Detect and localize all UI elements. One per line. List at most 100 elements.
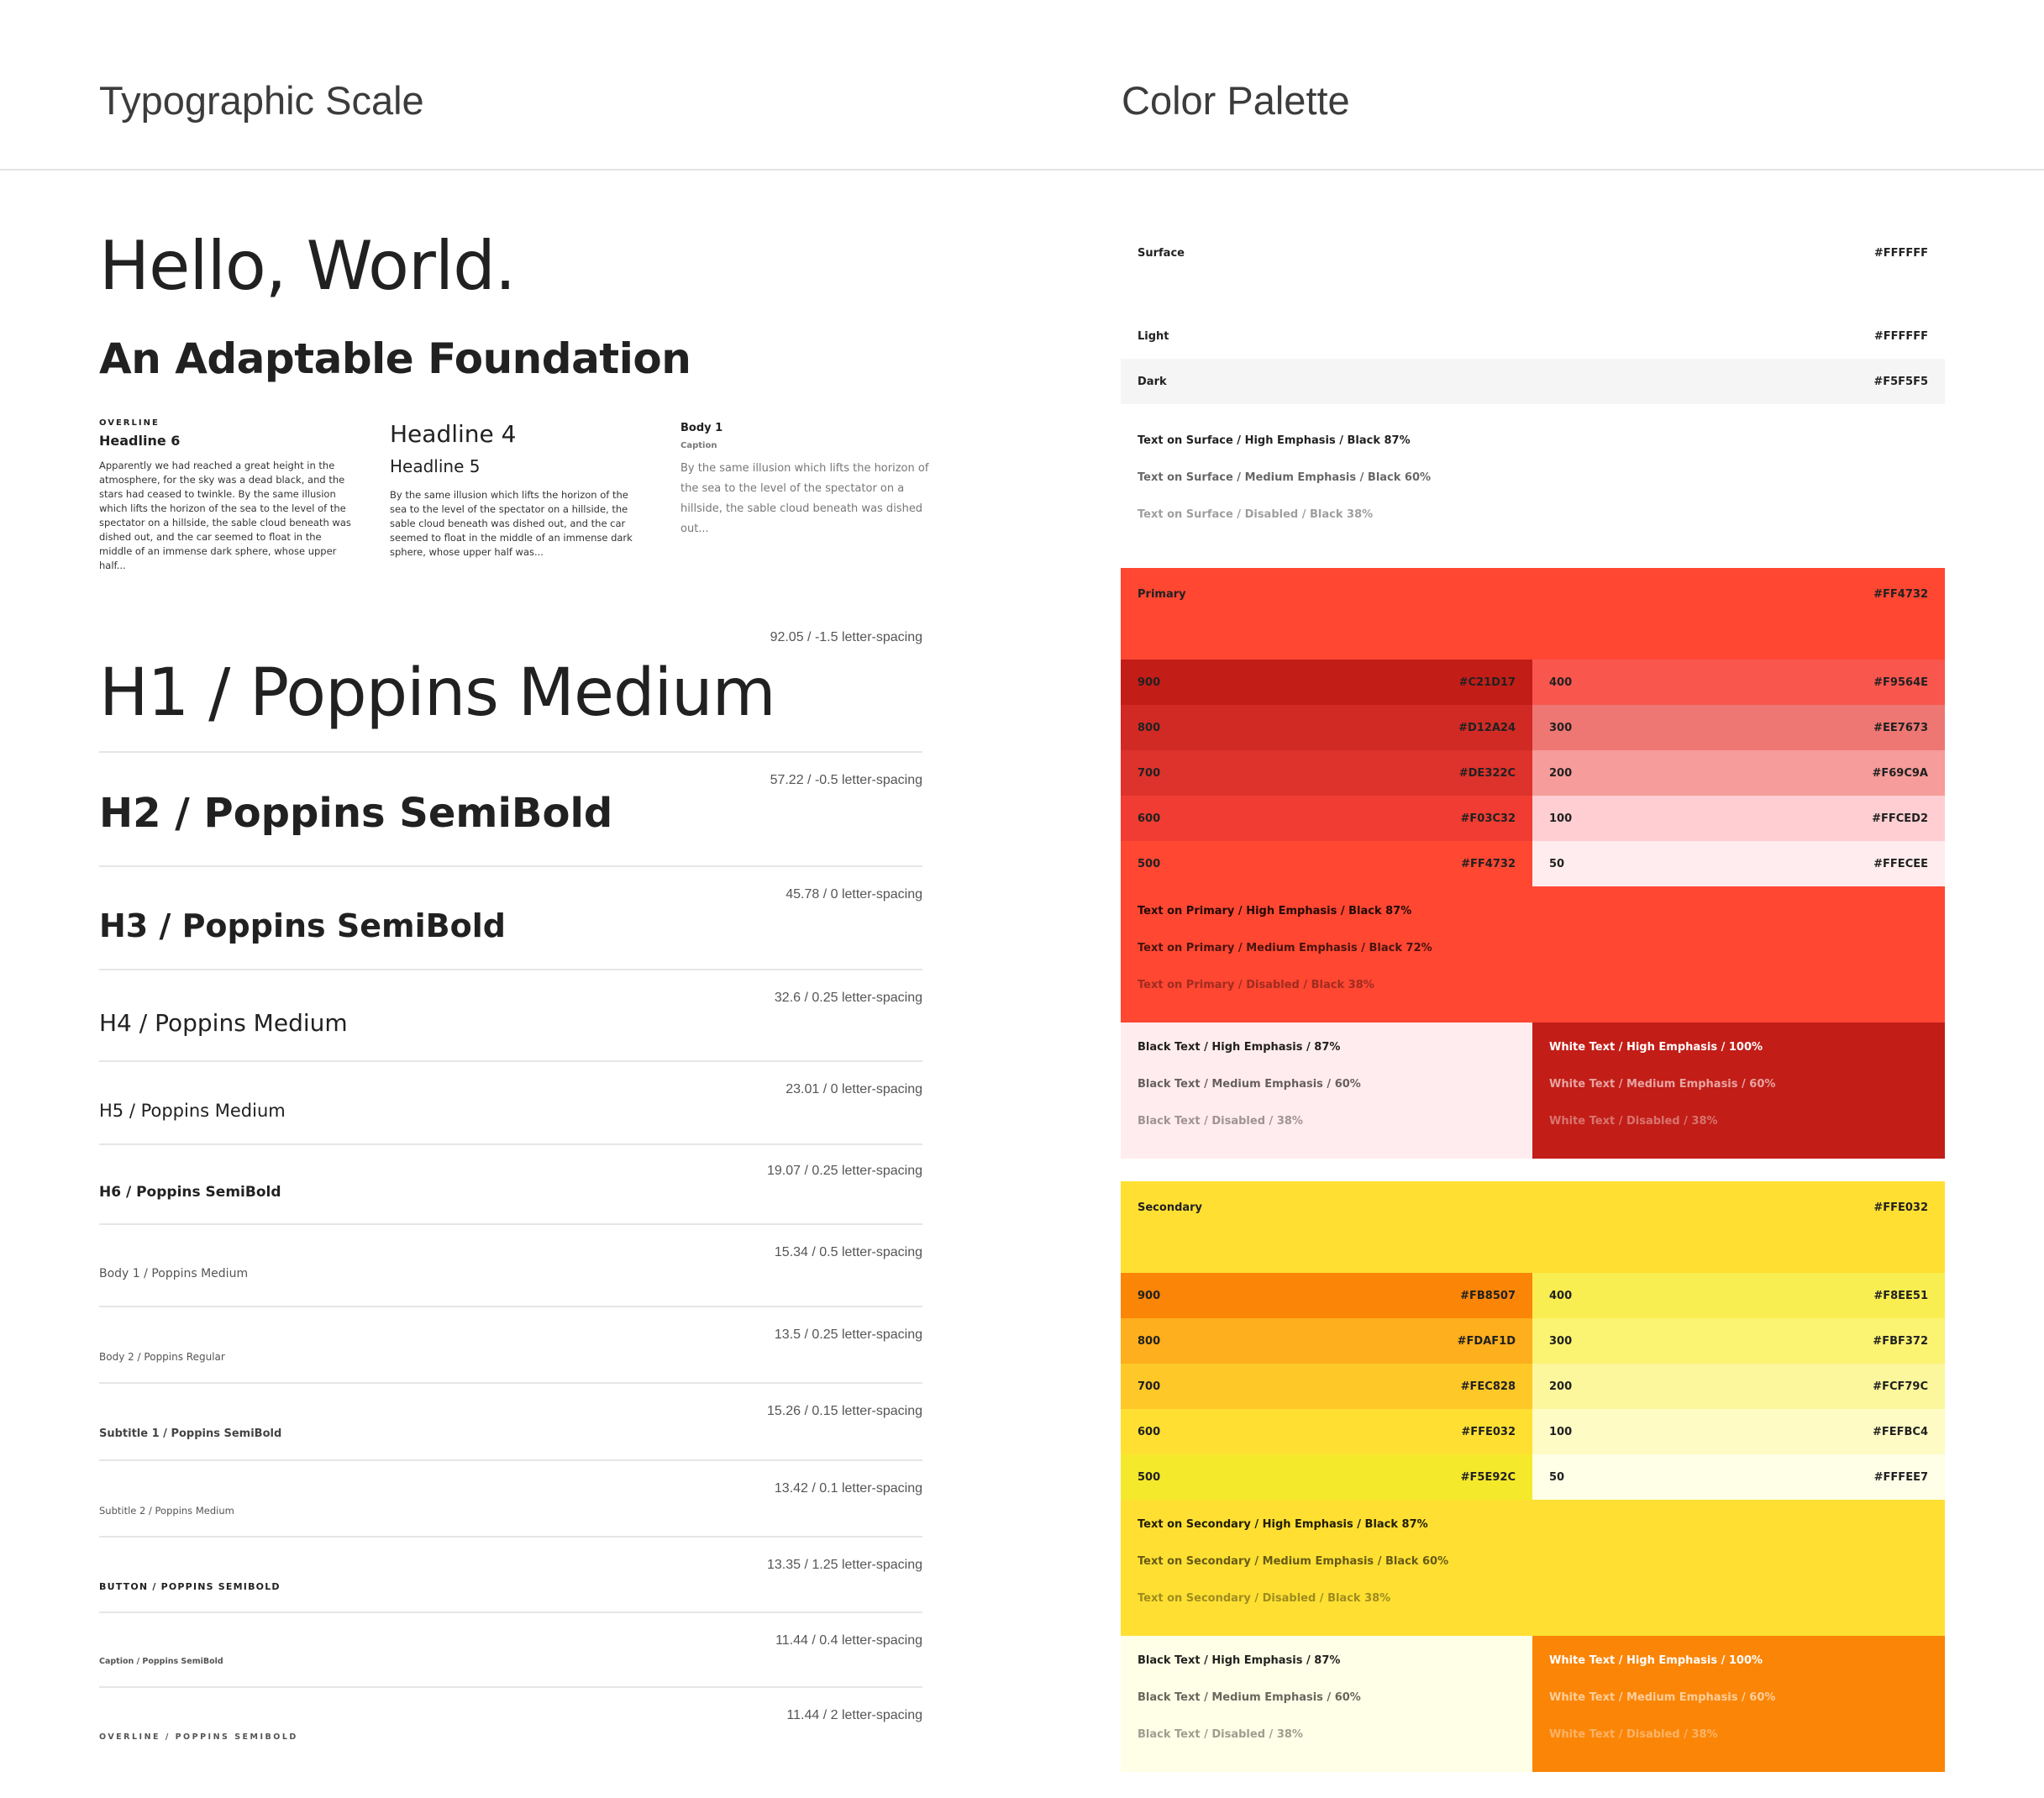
scale-spec: 11.44 / 2 letter-spacing xyxy=(786,1708,922,1722)
typographic-scale-list: 92.05 / -1.5 letter-spacing H1 / Poppins… xyxy=(99,622,922,1764)
typographic-scale-title: Typographic Scale xyxy=(99,78,424,123)
surface-text-disabled: Text on Surface / Disabled / Black 38% xyxy=(1138,508,1374,521)
scale-label: BUTTON / POPPINS SEMIBOLD xyxy=(99,1581,281,1592)
scale-label: Subtitle 1 / Poppins SemiBold xyxy=(99,1427,282,1440)
swatch-light: Light #FFFFFF xyxy=(1121,313,1945,359)
swatch-hex: #EE7673 xyxy=(1873,721,1928,734)
secondary-text-block: Text on Secondary / High Emphasis / Blac… xyxy=(1121,1500,1945,1636)
swatch-hex: #D12A24 xyxy=(1458,721,1516,734)
swatch-secondary-600: 600 #FFE032 xyxy=(1121,1409,1532,1454)
secondary-text-medium: Text on Secondary / Medium Emphasis / Bl… xyxy=(1138,1555,1449,1568)
swatch-primary-200: 200 #F69C9A xyxy=(1532,750,1945,796)
swatch-primary-600: 600 #F03C32 xyxy=(1121,796,1532,841)
swatch-label: 300 xyxy=(1549,1334,1573,1348)
scale-row-body-2: 13.5 / 0.25 letter-spacing Body 2 / Popp… xyxy=(99,1307,922,1384)
swatch-label: 600 xyxy=(1138,812,1161,825)
primary-black-medium: Black Text / Medium Emphasis / 60% xyxy=(1138,1078,1361,1091)
scale-row-h1: 92.05 / -1.5 letter-spacing H1 / Poppins… xyxy=(99,622,922,753)
swatch-hex: #FFE032 xyxy=(1873,1201,1928,1214)
scale-spec: 13.42 / 0.1 letter-spacing xyxy=(774,1481,922,1496)
swatch-dark: Dark #F5F5F5 xyxy=(1121,359,1945,404)
sample-body-1: Body 1 xyxy=(680,422,723,434)
scale-label: H5 / Poppins Medium xyxy=(99,1101,286,1121)
secondary-white-text-block: White Text / High Emphasis / 100% White … xyxy=(1532,1636,1945,1772)
swatch-label: Dark xyxy=(1138,375,1167,388)
swatch-primary: Primary #FF4732 xyxy=(1121,568,1945,660)
swatch-label: 50 xyxy=(1549,1470,1565,1484)
swatch-label: Secondary xyxy=(1138,1201,1203,1214)
swatch-label: 900 xyxy=(1138,676,1161,689)
scale-spec: 15.34 / 0.5 letter-spacing xyxy=(774,1245,922,1259)
sample-body-text: By the same illusion which lifts the hor… xyxy=(390,489,633,558)
header-divider xyxy=(0,169,2044,171)
scale-spec: 13.35 / 1.25 letter-spacing xyxy=(766,1558,922,1572)
sample-column-c: Body 1 Caption By the same illusion whic… xyxy=(680,418,933,539)
swatch-secondary-500: 500 #F5E92C xyxy=(1121,1454,1532,1500)
swatch-label: 500 xyxy=(1138,857,1161,870)
swatch-label: 50 xyxy=(1549,857,1565,870)
swatch-secondary: Secondary #FFE032 xyxy=(1121,1181,1945,1273)
swatch-secondary-300: 300 #FBF372 xyxy=(1532,1318,1945,1364)
primary-text-high: Text on Primary / High Emphasis / Black … xyxy=(1138,905,1412,917)
scale-spec: 57.22 / -0.5 letter-spacing xyxy=(770,773,922,787)
sample-overline: OVERLINE xyxy=(99,418,160,428)
scale-row-button: 13.35 / 1.25 letter-spacing BUTTON / POP… xyxy=(99,1538,922,1613)
swatch-hex: #FBF372 xyxy=(1873,1334,1928,1348)
primary-white-medium: White Text / Medium Emphasis / 60% xyxy=(1549,1078,1776,1091)
swatch-label: 400 xyxy=(1549,1289,1573,1302)
scale-spec: 15.26 / 0.15 letter-spacing xyxy=(766,1404,922,1418)
secondary-black-medium: Black Text / Medium Emphasis / 60% xyxy=(1138,1691,1361,1704)
scale-row-body-1: 15.34 / 0.5 letter-spacing Body 1 / Popp… xyxy=(99,1225,922,1307)
scale-spec: 32.6 / 0.25 letter-spacing xyxy=(774,991,922,1005)
swatch-secondary-900: 900 #FB8507 xyxy=(1121,1273,1532,1318)
scale-label: H6 / Poppins SemiBold xyxy=(99,1184,281,1201)
swatch-label: 300 xyxy=(1549,721,1573,734)
swatch-hex: #FFFFFF xyxy=(1873,329,1928,343)
scale-label: Subtitle 2 / Poppins Medium xyxy=(99,1505,234,1517)
swatch-hex: #C21D17 xyxy=(1458,676,1516,689)
swatch-label: 800 xyxy=(1138,721,1161,734)
surface-text-medium: Text on Surface / Medium Emphasis / Blac… xyxy=(1138,471,1432,484)
swatch-hex: #F8EE51 xyxy=(1873,1289,1928,1302)
scale-spec: 11.44 / 0.4 letter-spacing xyxy=(775,1633,922,1648)
swatch-hex: #DE322C xyxy=(1458,766,1516,780)
swatch-secondary-200: 200 #FCF79C xyxy=(1532,1364,1945,1409)
swatch-label: 700 xyxy=(1138,1380,1161,1393)
swatch-label: 200 xyxy=(1549,766,1573,780)
scale-label: H3 / Poppins SemiBold xyxy=(99,907,506,944)
sample-column-b: Headline 4 Headline 5 By the same illusi… xyxy=(390,418,642,560)
secondary-text-high: Text on Secondary / High Emphasis / Blac… xyxy=(1138,1518,1428,1531)
primary-palette: Primary #FF4732 900 #C21D17 800 #D12A24 … xyxy=(1121,568,1945,1159)
swatch-hex: #FDAF1D xyxy=(1457,1334,1516,1348)
scale-row-h5: 23.01 / 0 letter-spacing H5 / Poppins Me… xyxy=(99,1062,922,1145)
swatch-label: 600 xyxy=(1138,1425,1161,1438)
swatch-hex: #FFFEE7 xyxy=(1873,1470,1928,1484)
swatch-secondary-400: 400 #F8EE51 xyxy=(1532,1273,1945,1318)
scale-row-h3: 45.78 / 0 letter-spacing H3 / Poppins Se… xyxy=(99,867,922,970)
hero-hello-world: Hello, World. xyxy=(99,227,516,305)
swatch-label: 200 xyxy=(1549,1380,1573,1393)
swatch-label: 800 xyxy=(1138,1334,1161,1348)
scale-row-h6: 19.07 / 0.25 letter-spacing H6 / Poppins… xyxy=(99,1145,922,1225)
scale-row-subtitle-2: 13.42 / 0.1 letter-spacing Subtitle 2 / … xyxy=(99,1461,922,1538)
swatch-hex: #F5E92C xyxy=(1460,1470,1516,1484)
swatch-label: 100 xyxy=(1549,1425,1573,1438)
secondary-white-disabled: White Text / Disabled / 38% xyxy=(1549,1728,1718,1741)
surface-text-high: Text on Surface / High Emphasis / Black … xyxy=(1138,434,1411,447)
surface-palette: Surface #FFFFFF Light #FFFFFF Dark #F5F5… xyxy=(1121,223,1945,525)
primary-text-block: Text on Primary / High Emphasis / Black … xyxy=(1121,886,1945,1023)
scale-label: H2 / Poppins SemiBold xyxy=(99,790,613,837)
swatch-primary-500: 500 #FF4732 xyxy=(1121,841,1532,886)
scale-label: Body 1 / Poppins Medium xyxy=(99,1267,249,1280)
swatch-hex: #FCF79C xyxy=(1873,1380,1928,1393)
color-palette-title: Color Palette xyxy=(1122,78,1350,123)
scale-row-subtitle-1: 15.26 / 0.15 letter-spacing Subtitle 1 /… xyxy=(99,1384,922,1461)
swatch-label: 500 xyxy=(1138,1470,1161,1484)
scale-row-caption: 11.44 / 0.4 letter-spacing Caption / Pop… xyxy=(99,1613,922,1688)
swatch-hex: #FFCED2 xyxy=(1872,812,1928,825)
swatch-label: 900 xyxy=(1138,1289,1161,1302)
primary-text-disabled: Text on Primary / Disabled / Black 38% xyxy=(1138,979,1374,991)
swatch-label: Primary xyxy=(1138,588,1186,601)
scale-row-h2: 57.22 / -0.5 letter-spacing H2 / Poppins… xyxy=(99,753,922,867)
secondary-black-text-block: Black Text / High Emphasis / 87% Black T… xyxy=(1121,1636,1532,1772)
